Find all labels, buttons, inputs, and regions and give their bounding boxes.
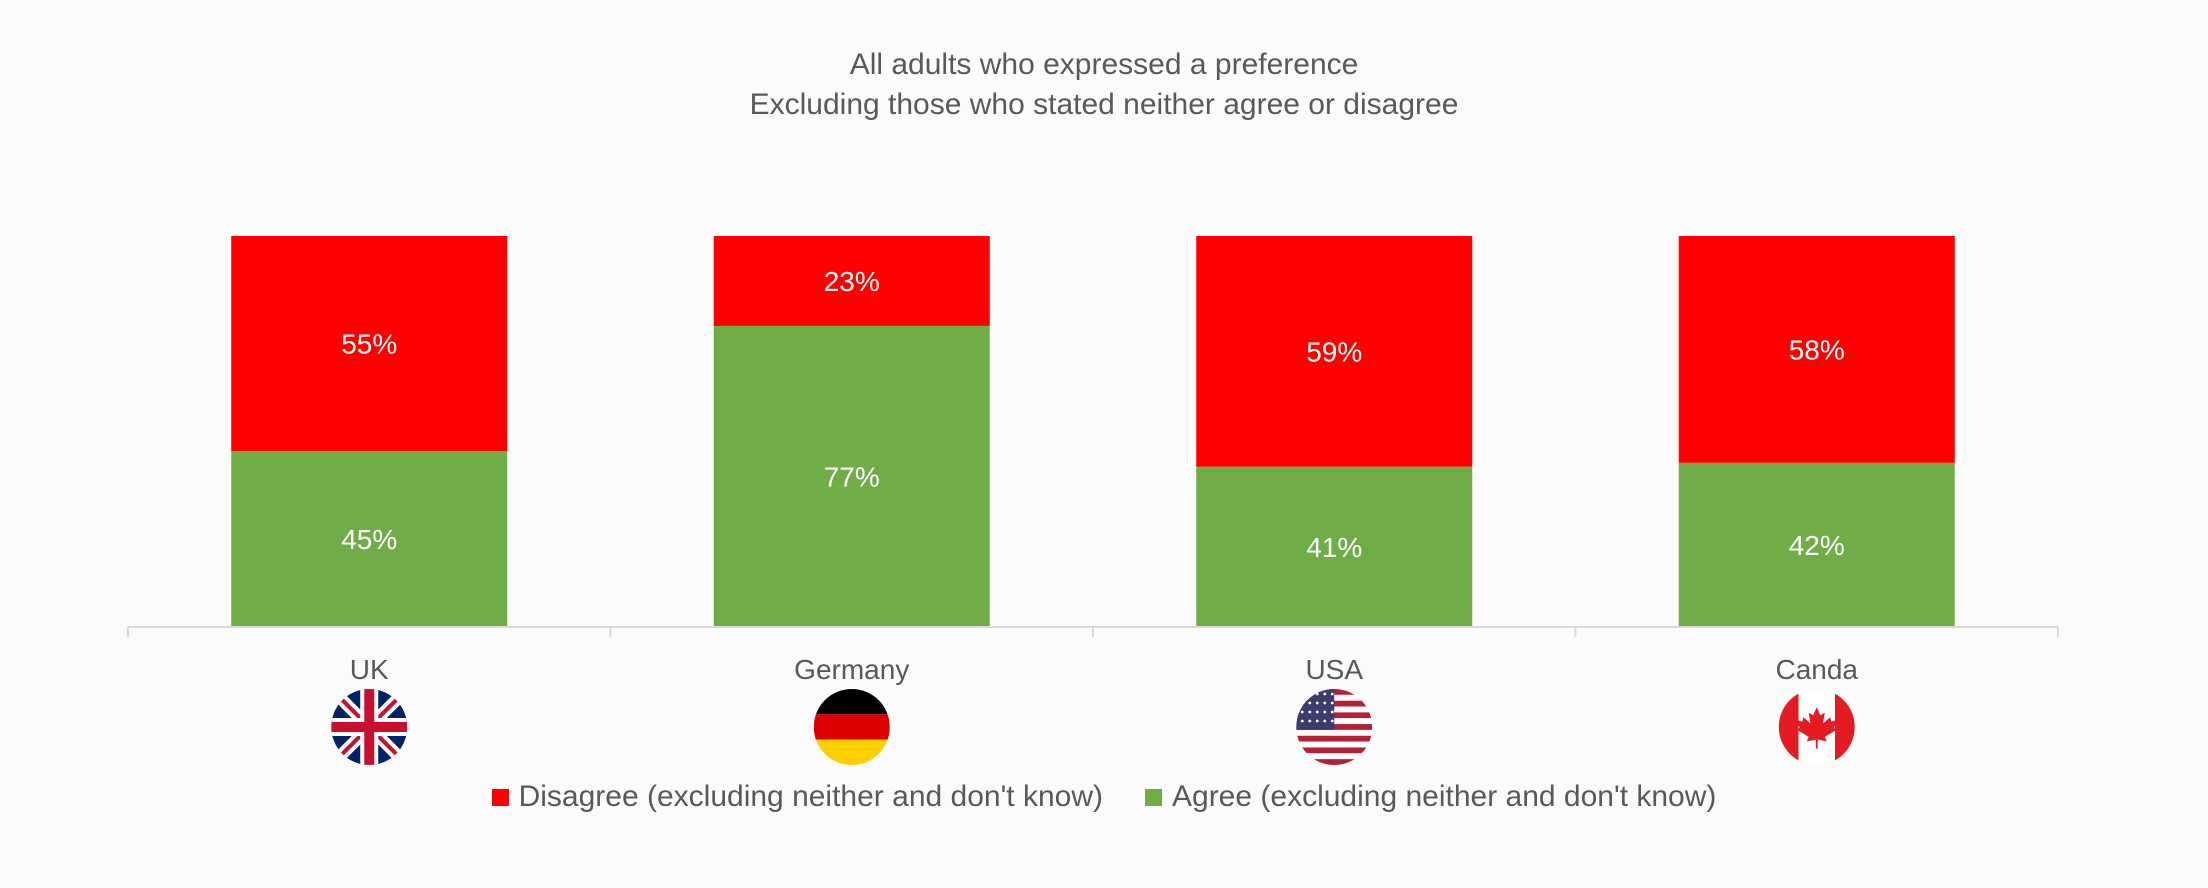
- bar-agree-germany: [713, 325, 990, 627]
- bar-disagree-uk: [231, 236, 508, 452]
- bar-agree-usa: [1196, 466, 1473, 627]
- bar-disagree-canda: [1678, 236, 1955, 463]
- data-label-disagree-usa: 59%: [1306, 336, 1362, 367]
- bar-agree-canda: [1678, 462, 1955, 627]
- legend-label-disagree: Disagree (excluding neither and don't kn…: [518, 780, 1103, 813]
- legend-swatch-disagree: [491, 788, 509, 806]
- data-label-disagree-germany: 23%: [824, 266, 880, 297]
- data-label-agree-usa: 41%: [1306, 532, 1362, 563]
- usa-flag-icon: [1296, 689, 1373, 765]
- data-label-disagree-canda: 58%: [1789, 334, 1845, 365]
- canada-flag-icon: [1778, 689, 1855, 765]
- x-tick-label-usa: USA: [1305, 654, 1363, 685]
- data-label-agree-uk: 45%: [341, 524, 397, 555]
- data-label-agree-germany: 77%: [824, 461, 880, 492]
- data-label-agree-canda: 42%: [1789, 530, 1845, 561]
- legend-item-agree: Agree (excluding neither and don't know): [1145, 780, 1716, 814]
- legend-swatch-agree: [1145, 788, 1162, 806]
- x-tick-label-uk: UK: [350, 654, 389, 685]
- legend-label-agree: Agree (excluding neither and don't know): [1172, 780, 1717, 813]
- legend-item-disagree: Disagree (excluding neither and don't kn…: [491, 780, 1103, 814]
- chart-legend: Disagree (excluding neither and don't kn…: [0, 780, 2208, 814]
- chart-title: All adults who expressed a preference: [849, 48, 1359, 81]
- x-tick-label-germany: Germany: [794, 654, 909, 685]
- chart-subtitle: Excluding those who stated neither agree…: [749, 88, 1459, 121]
- bar-disagree-usa: [1196, 236, 1473, 467]
- data-label-disagree-uk: 55%: [341, 329, 397, 360]
- bar-disagree-germany: [713, 236, 990, 326]
- germany-flag-icon: [813, 689, 890, 765]
- uk-flag-icon: [331, 689, 408, 765]
- bar-agree-uk: [231, 451, 508, 627]
- x-tick-label-canda: Canda: [1775, 654, 1858, 685]
